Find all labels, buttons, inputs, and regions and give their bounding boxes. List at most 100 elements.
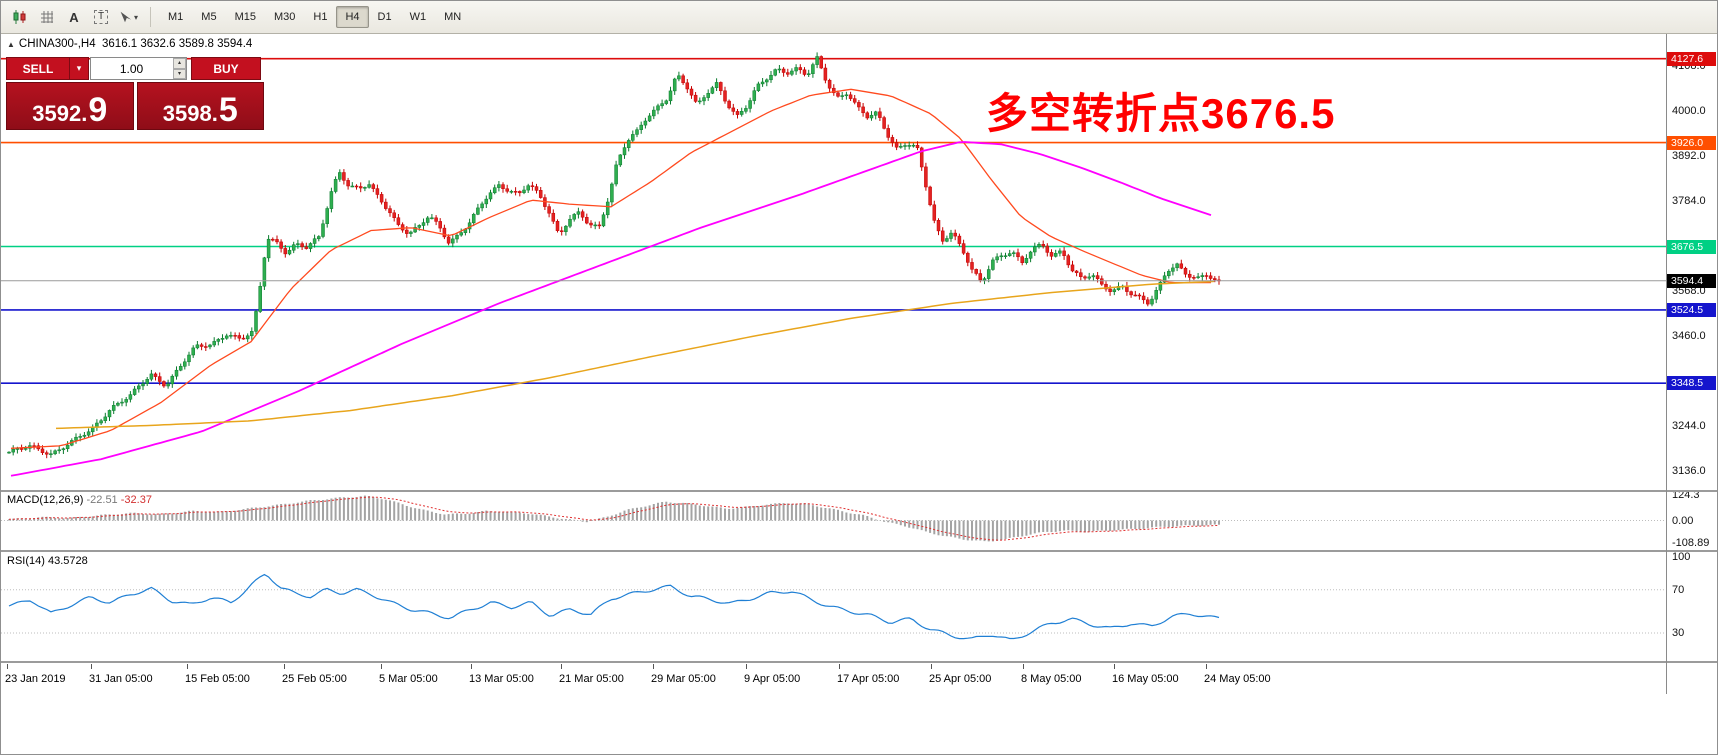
buy-price-main: 3598.: [162, 101, 218, 126]
time-axis-label: 8 May 05:00: [1021, 673, 1082, 685]
time-axis-tick: [561, 664, 562, 669]
macd-name: MACD(12,26,9): [7, 494, 84, 506]
buy-price-quote[interactable]: 3598. 5: [136, 82, 264, 130]
price-tick-label: 3568.0: [1672, 285, 1706, 297]
buy-price-point: 5: [218, 91, 238, 130]
time-axis-tick: [1114, 664, 1115, 669]
price-line-badge: 3926.0: [1667, 136, 1716, 150]
macd-indicator-label: MACD(12,26,9) -22.51 -32.37: [7, 494, 152, 506]
ma-fast-line: [10, 88, 1211, 449]
time-axis-label: 29 Mar 05:00: [651, 673, 716, 685]
current-price-badge: 3594.4: [1667, 274, 1716, 288]
text-tool-button[interactable]: A: [61, 5, 87, 29]
rsi-axis-label: 100: [1672, 551, 1691, 563]
price-tick-label: 4000.0: [1672, 105, 1706, 117]
timeframe-button-m30[interactable]: M30: [265, 6, 304, 28]
grid-icon: [41, 11, 53, 23]
volume-decrease-button[interactable]: ▾: [173, 68, 186, 79]
price-axis[interactable]: 4108.0 4000.0 3892.0 3784.0 3568.0 3460.0 3244…: [1667, 1, 1717, 754]
grid-button[interactable]: [34, 5, 60, 29]
chart-type-candlestick-button[interactable]: [7, 5, 33, 29]
macd-histogram: [8, 495, 1220, 542]
time-axis-tick: [284, 664, 285, 669]
rsi-timeaxis-splitter[interactable]: [1, 661, 1717, 663]
price-line-badge: 3348.5: [1667, 376, 1716, 390]
rsi-axis-label: 30: [1672, 627, 1685, 639]
sell-button[interactable]: SELL: [6, 57, 70, 80]
time-axis-tick: [91, 664, 92, 669]
time-axis-label: 24 May 05:00: [1204, 673, 1271, 685]
one-click-trading-panel: SELL ▾ ▴ ▾ BUY 3592.9 3598.5: [6, 57, 264, 130]
time-axis-label: 17 Apr 05:00: [837, 673, 900, 685]
sell-price-quote[interactable]: 3592. 9: [6, 82, 134, 130]
symbol-ohlc-text: CHINA300-,H4 3616.1 3632.6 3589.8 3594.4: [18, 38, 253, 50]
time-axis-tick: [187, 664, 188, 669]
time-axis-label: 16 May 05:00: [1112, 673, 1179, 685]
volume-spinner: ▴ ▾: [173, 58, 186, 79]
text-tool-icon: A: [69, 9, 79, 25]
drawing-tools-button[interactable]: ▾: [115, 5, 141, 29]
time-axis-tick: [746, 664, 747, 669]
sell-price-point: 9: [88, 91, 108, 130]
chevron-down-icon: ▾: [133, 12, 138, 22]
price-tick-label: 3244.0: [1672, 420, 1706, 432]
timeframe-button-h4[interactable]: H4: [336, 6, 369, 28]
price-tick-label: 3784.0: [1672, 195, 1706, 207]
time-axis-tick: [471, 664, 472, 669]
macd-signal-value: -32.37: [120, 494, 152, 506]
rsi-indicator-label: RSI(14) 43.5728: [7, 555, 88, 567]
macd-axis-label: 124.3: [1672, 489, 1700, 501]
macd-axis-label: 0.00: [1672, 515, 1694, 527]
time-axis-label: 21 Mar 05:00: [559, 673, 624, 685]
volume-input-wrap: ▴ ▾: [90, 57, 187, 80]
collapse-arrow-icon: ▲: [7, 39, 15, 49]
rsi-line: [8, 573, 1220, 640]
cursor-icon: [120, 11, 132, 23]
rsi-level-lines: [1, 589, 1666, 634]
price-tick-label: 3136.0: [1672, 465, 1706, 477]
time-axis-tick: [653, 664, 654, 669]
rsi-value: 43.5728: [47, 555, 88, 567]
time-axis[interactable]: 23 Jan 2019 31 Jan 05:00 15 Feb 05:00 25 Fe…: [1, 664, 1666, 696]
time-axis-label: 5 Mar 05:00: [379, 673, 438, 685]
timeframe-button-w1[interactable]: W1: [401, 6, 436, 28]
toolbar-separator: [150, 7, 151, 27]
candlestick-chart-icon: [13, 10, 26, 24]
volume-dropdown-button[interactable]: ▾: [70, 57, 89, 80]
macd-main-value: -22.51: [86, 494, 118, 506]
price-axis-divider: [1666, 34, 1667, 694]
ma-medium-line: [10, 141, 1212, 477]
price-line-badge: 4127.6: [1667, 52, 1716, 66]
time-axis-tick: [1206, 664, 1207, 669]
timeframe-button-m5[interactable]: M5: [192, 6, 225, 28]
time-axis-tick: [381, 664, 382, 669]
time-axis-tick: [839, 664, 840, 669]
price-tick-label: 3892.0: [1672, 150, 1706, 162]
ma-slow-line: [55, 280, 1215, 430]
time-axis-tick: [7, 664, 8, 669]
sell-price-main: 3592.: [32, 101, 88, 126]
timeframe-button-d1[interactable]: D1: [369, 6, 401, 28]
macd-signal-line: [8, 496, 1220, 541]
main-macd-splitter[interactable]: [1, 490, 1717, 492]
text-label-tool-button[interactable]: T: [88, 5, 114, 29]
volume-input[interactable]: [90, 57, 187, 80]
time-axis-tick: [931, 664, 932, 669]
timeframe-button-m1[interactable]: M1: [159, 6, 192, 28]
toolbar: A T ▾ M1 M5 M15 M30 H1 H4 D1 W1 MN: [1, 1, 1717, 34]
timeframe-button-h1[interactable]: H1: [304, 6, 336, 28]
rsi-axis-label: 70: [1672, 584, 1685, 596]
text-label-icon: T: [93, 10, 109, 24]
timeframe-button-mn[interactable]: MN: [435, 6, 470, 28]
price-tick-label: 3460.0: [1672, 330, 1706, 342]
horizontal-level-lines: [1, 57, 1666, 385]
timeframe-button-m15[interactable]: M15: [226, 6, 265, 28]
volume-increase-button[interactable]: ▴: [173, 58, 186, 69]
buy-button[interactable]: BUY: [191, 57, 261, 80]
chevron-down-icon: ▾: [76, 63, 82, 73]
macd-rsi-splitter[interactable]: [1, 550, 1717, 552]
time-axis-label: 31 Jan 05:00: [89, 673, 153, 685]
time-axis-label: 25 Apr 05:00: [929, 673, 992, 685]
macd-axis-label: -108.89: [1672, 537, 1710, 549]
